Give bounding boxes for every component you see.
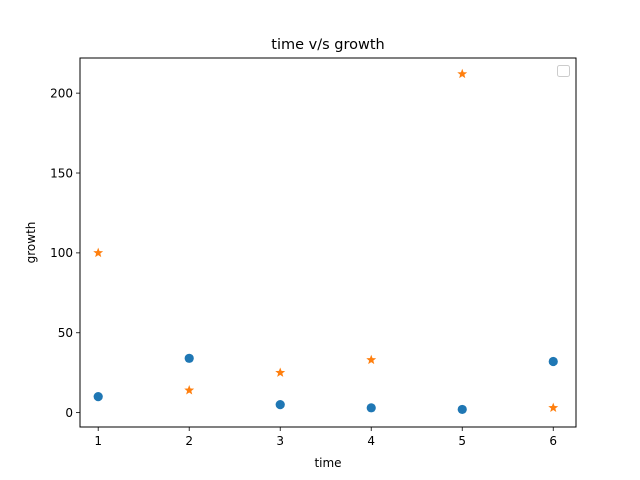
y-tick-label: 100 — [50, 246, 73, 260]
x-tick-label: 3 — [276, 434, 284, 448]
data-point-series-1 — [184, 353, 194, 363]
data-point-series-2 — [366, 354, 377, 365]
data-point-series-2 — [457, 68, 468, 79]
data-point-series-1 — [457, 404, 467, 415]
y-tick-label: 150 — [50, 166, 73, 180]
data-point-series-1 — [275, 400, 285, 410]
data-point-series-2 — [93, 247, 104, 258]
data-point-series-2 — [184, 385, 195, 395]
data-point-series-2 — [275, 367, 286, 377]
x-tick-label: 1 — [94, 434, 102, 448]
x-tick-label: 2 — [185, 434, 193, 448]
x-tick-label: 5 — [458, 434, 466, 448]
y-tick-label: 0 — [65, 406, 73, 420]
y-tick-label: 50 — [58, 326, 73, 340]
data-point-series-1 — [93, 392, 103, 402]
x-axis-title: time — [314, 456, 341, 470]
plot-area: 1 2 3 4 5 6 0 50 100 150 200 — [50, 68, 559, 448]
chart-title: time v/s growth — [271, 37, 384, 53]
x-tick-label: 6 — [549, 434, 557, 448]
data-point-series-1 — [548, 356, 558, 367]
y-axis-title: growth — [24, 222, 38, 264]
x-tick-label: 4 — [367, 434, 375, 448]
data-point-series-2 — [548, 402, 559, 413]
y-tick-label: 200 — [50, 86, 73, 100]
axes-frame — [79, 57, 577, 428]
data-point-series-1 — [366, 403, 376, 413]
legend-box — [557, 65, 570, 77]
